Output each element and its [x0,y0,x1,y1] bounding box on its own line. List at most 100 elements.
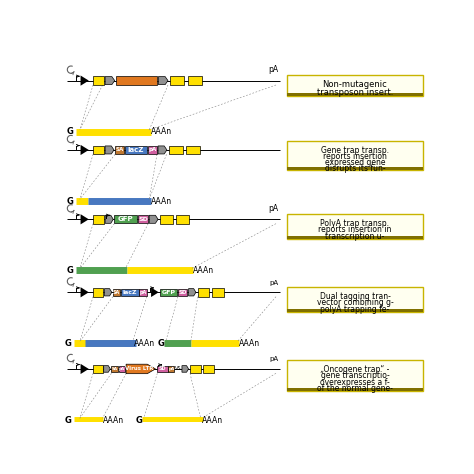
Polygon shape [81,75,89,86]
Bar [116,76,156,85]
Polygon shape [149,215,158,223]
Text: Gene trap transp.: Gene trap transp. [321,146,389,155]
Polygon shape [104,289,112,296]
FancyBboxPatch shape [287,75,423,96]
Bar [111,365,118,372]
Text: expressed gene: expressed gene [325,158,385,167]
Text: AAAn: AAAn [193,266,214,275]
Text: overexpresses a f-: overexpresses a f- [320,378,390,387]
Polygon shape [158,77,168,85]
Text: AAAn: AAAn [238,339,260,348]
Text: VS: VS [175,366,182,371]
Bar [157,365,168,372]
Text: SD: SD [159,366,166,372]
Text: SD: SD [138,217,148,222]
Bar [138,215,148,223]
Bar [148,146,157,154]
Text: pA: pA [119,367,125,371]
Polygon shape [81,364,89,374]
Text: G: G [65,339,72,348]
FancyBboxPatch shape [287,141,423,170]
Bar [93,215,104,224]
Text: AAAn: AAAn [202,416,223,425]
Text: SD: SD [178,290,187,295]
Text: pA: pA [268,65,278,74]
Bar [121,289,138,296]
Bar [114,215,137,223]
Bar [287,388,423,391]
Text: pA: pA [168,367,174,371]
Text: reports insertion in: reports insertion in [318,225,392,234]
Bar [160,215,173,224]
Text: SA: SA [113,290,120,295]
Bar [287,167,423,170]
Bar [93,76,104,85]
Bar [198,288,210,297]
Bar [186,146,200,155]
Text: pA: pA [269,356,278,362]
Text: gene transcriptio-: gene transcriptio- [320,371,389,380]
Polygon shape [151,288,159,297]
Text: GFP: GFP [118,216,134,222]
Bar [93,365,102,374]
Text: Virus LTR: Virus LTR [125,366,154,372]
Text: AAAn: AAAn [151,197,172,206]
Bar [160,289,177,296]
Bar [176,215,189,224]
Bar [125,146,147,154]
Text: G: G [158,339,164,348]
Bar [115,146,124,154]
Text: G: G [66,266,73,275]
Text: G: G [66,197,73,206]
Text: PolyA trap transp.: PolyA trap transp. [320,219,390,228]
Text: G: G [66,127,73,136]
Polygon shape [81,214,89,224]
Text: pA: pA [268,204,278,213]
Bar [170,76,184,85]
Text: Dual tagging tran-: Dual tagging tran- [319,292,391,301]
Bar [139,289,146,296]
Text: transcription u-: transcription u- [325,232,385,241]
Bar [178,289,187,296]
Bar [203,365,214,374]
FancyBboxPatch shape [287,214,423,238]
Polygon shape [182,365,189,372]
Text: SA: SA [112,367,118,371]
Polygon shape [126,364,155,374]
Text: „Oncogene trap“ -: „Oncogene trap“ - [320,365,390,374]
Text: G: G [136,416,143,425]
Bar [287,236,423,238]
Bar [212,288,224,297]
Bar [188,76,202,85]
Text: reports insertion: reports insertion [323,152,387,161]
Text: polyA trapping fe-: polyA trapping fe- [320,305,390,314]
Text: transposon insert.: transposon insert. [317,88,393,97]
Text: pA: pA [148,147,157,153]
Text: AAAn: AAAn [151,127,172,136]
Text: of the normal gene-: of the normal gene- [317,384,393,393]
Bar [287,93,423,96]
Text: SA: SA [115,147,124,153]
Bar [190,365,201,374]
Polygon shape [105,215,113,223]
Bar [168,365,174,372]
Text: disrupts its fun-: disrupts its fun- [325,164,385,173]
Text: Non-mutagenic: Non-mutagenic [323,80,387,89]
Text: vector combining g-: vector combining g- [317,298,393,307]
Polygon shape [105,77,115,85]
Polygon shape [105,146,114,154]
Text: AAAn: AAAn [134,339,155,348]
Polygon shape [81,287,89,297]
Text: GFP: GFP [162,290,176,295]
Bar [113,289,120,296]
Text: pA: pA [269,280,278,286]
Bar [119,365,125,372]
Text: pA: pA [139,290,146,295]
Bar [287,309,423,311]
Text: AAAn: AAAn [103,416,125,425]
Text: G: G [65,416,72,425]
Polygon shape [104,365,110,372]
Polygon shape [189,289,196,296]
Text: lacZ: lacZ [128,147,144,153]
Bar [93,146,104,155]
